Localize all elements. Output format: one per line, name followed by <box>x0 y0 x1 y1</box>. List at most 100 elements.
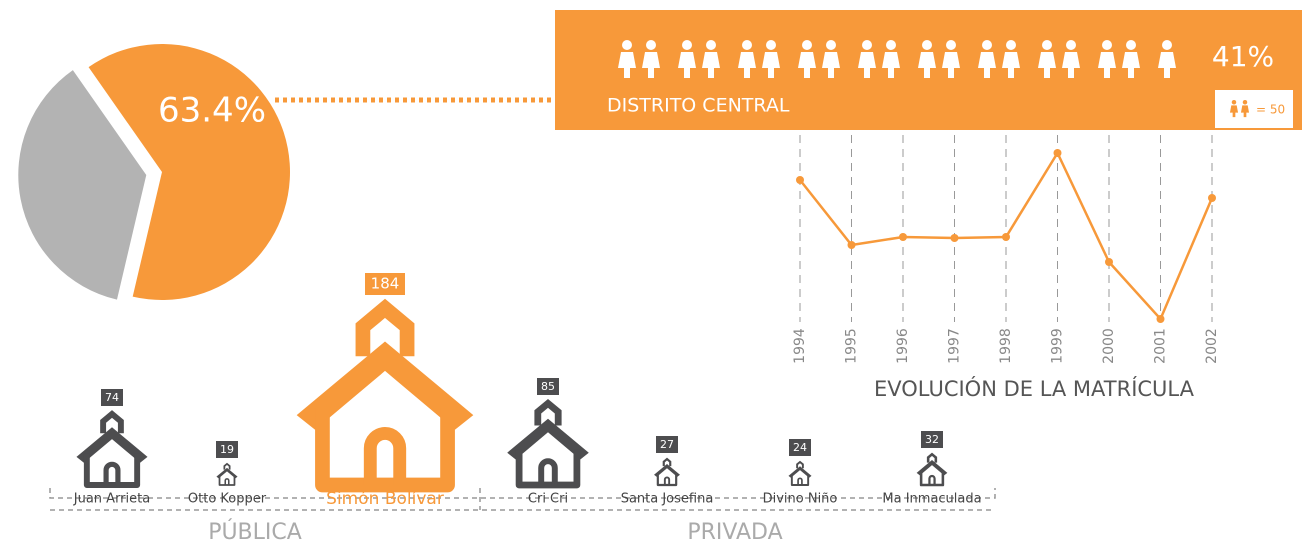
belfry <box>100 410 124 434</box>
head <box>742 40 752 50</box>
head <box>826 40 836 50</box>
head <box>946 40 956 50</box>
person-icon <box>702 40 720 78</box>
x-tick-label: 1994 <box>792 328 808 364</box>
pie-slice <box>18 70 147 300</box>
value-box <box>921 431 943 448</box>
x-tick-label: 2002 <box>1204 328 1220 364</box>
head <box>1042 40 1052 50</box>
body <box>1098 52 1116 78</box>
head <box>1126 40 1136 50</box>
person-icon <box>1038 40 1056 78</box>
head <box>646 40 656 50</box>
head <box>802 40 812 50</box>
school-icon <box>216 462 238 486</box>
value-box <box>216 441 238 458</box>
body <box>515 449 581 489</box>
group-label: PRIVADA <box>687 520 782 545</box>
body <box>1158 52 1176 78</box>
door <box>363 427 407 486</box>
head <box>886 40 896 50</box>
school-name: Simón Bolívar <box>326 489 444 509</box>
door <box>797 477 803 486</box>
body <box>882 52 900 78</box>
point <box>899 233 907 241</box>
school-name: Divino Niño <box>763 492 838 507</box>
value-box <box>789 439 811 456</box>
head <box>862 40 872 50</box>
x-tick-label: 1998 <box>998 328 1014 364</box>
body <box>822 52 840 78</box>
roof <box>507 418 589 460</box>
person-icon <box>678 40 696 78</box>
point <box>1053 149 1062 157</box>
x-tick-label: 1995 <box>844 328 860 364</box>
person-icon <box>858 40 876 78</box>
legend-box <box>1215 90 1293 128</box>
body <box>790 474 810 486</box>
person-icon <box>618 40 636 78</box>
point <box>1002 233 1010 241</box>
body <box>1038 52 1056 78</box>
person-icon <box>1002 40 1020 78</box>
head <box>706 40 716 50</box>
school-icon <box>296 298 474 493</box>
value-label: 27 <box>660 438 674 451</box>
head <box>1066 40 1076 50</box>
person-icon <box>798 40 816 78</box>
value-label: 32 <box>925 433 939 446</box>
body <box>678 52 696 78</box>
banner-value: 41% <box>1212 40 1274 73</box>
body <box>762 52 780 78</box>
school-name: Ma Inmaculada <box>882 492 981 507</box>
school-name: Santa Josefina <box>621 492 714 507</box>
x-tick-label: 1996 <box>895 328 911 364</box>
banner-label: DISTRITO CENTRAL <box>607 95 790 117</box>
value-label: 85 <box>541 380 555 393</box>
point <box>1208 194 1216 202</box>
group-bracket <box>49 488 996 510</box>
body <box>1229 105 1239 118</box>
roof <box>296 341 474 430</box>
value-label: 74 <box>105 391 119 404</box>
head <box>622 40 632 50</box>
x-tick-label: 1999 <box>1050 328 1066 364</box>
value-label: 24 <box>793 441 807 454</box>
head <box>1102 40 1112 50</box>
person-icon <box>1240 100 1250 118</box>
school-icon <box>507 398 589 489</box>
x-tick-label: 1997 <box>947 328 963 364</box>
belfry <box>355 298 415 357</box>
door <box>928 474 936 486</box>
person-icon <box>942 40 960 78</box>
person-icon <box>918 40 936 78</box>
body <box>702 52 720 78</box>
school-icon <box>76 410 148 488</box>
person-icon <box>762 40 780 78</box>
roof <box>76 427 148 463</box>
person-icon <box>822 40 840 78</box>
value-box <box>656 436 678 453</box>
door <box>103 461 121 486</box>
chart-title: EVOLUCIÓN DE LA MATRÍCULA <box>874 376 1195 401</box>
person-icon <box>1229 100 1239 118</box>
door <box>538 458 558 486</box>
body <box>642 52 660 78</box>
body <box>918 52 936 78</box>
head <box>1242 100 1248 105</box>
head <box>766 40 776 50</box>
body <box>978 52 996 78</box>
person-icon <box>1062 40 1080 78</box>
person-icon <box>978 40 996 78</box>
school-icon <box>788 460 812 486</box>
point <box>1105 258 1113 266</box>
person-icon <box>1158 40 1176 78</box>
head <box>922 40 932 50</box>
value-label: 184 <box>371 275 400 293</box>
school-name: Juan Arrieta <box>73 492 150 507</box>
head <box>1231 100 1237 105</box>
point <box>950 234 959 242</box>
body <box>1062 52 1080 78</box>
value-label: 19 <box>220 443 234 456</box>
